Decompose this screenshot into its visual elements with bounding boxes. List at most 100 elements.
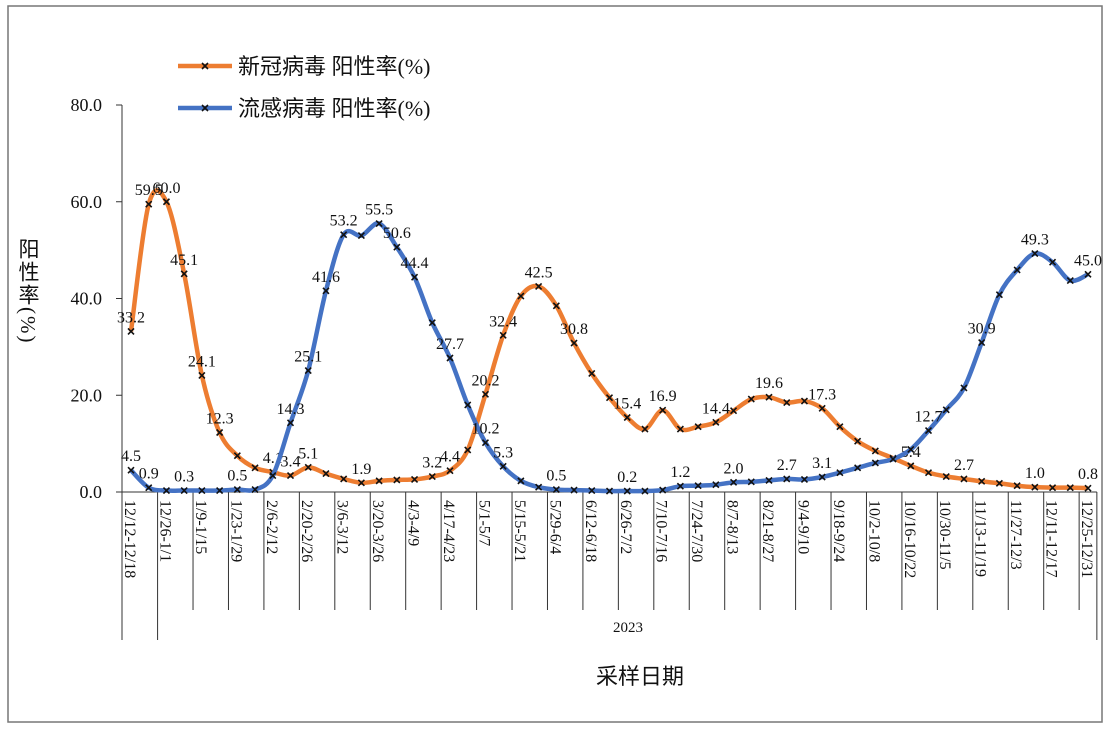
data-label: 3.4 (281, 454, 301, 471)
marker (1066, 277, 1074, 285)
x-tick-label: 5/15-5/21 (511, 500, 528, 562)
marker (233, 486, 241, 494)
data-label: 50.6 (383, 225, 411, 242)
data-label: 2.0 (724, 460, 744, 477)
marker (340, 231, 348, 239)
marker (428, 472, 436, 481)
marker (410, 273, 419, 281)
marker (251, 464, 259, 472)
marker (924, 469, 933, 477)
data-label: 5.1 (298, 445, 318, 462)
data-label: 4.5 (121, 448, 141, 465)
marker (836, 423, 844, 431)
marker (1048, 258, 1057, 266)
marker (889, 455, 897, 463)
data-label: 24.1 (188, 353, 216, 370)
data-label: 0.5 (227, 468, 247, 485)
x-tick-label: 6/26-7/2 (617, 500, 634, 554)
legend-marker (201, 104, 209, 112)
data-label: 17.3 (808, 386, 836, 403)
marker (570, 486, 578, 494)
marker (623, 487, 631, 495)
marker (836, 469, 844, 477)
marker (393, 243, 401, 251)
marker (623, 413, 631, 422)
data-label: 16.9 (649, 388, 677, 405)
marker (1013, 482, 1021, 490)
x-tick-label: 2/6-2/12 (263, 500, 280, 554)
data-label: 55.5 (365, 202, 393, 219)
y-axis-title: 阳性率(%) (16, 238, 40, 344)
data-label: 12.7 (915, 409, 943, 426)
marker (322, 287, 330, 295)
marker (694, 482, 702, 490)
x-tick-label: 10/2-10/8 (865, 500, 882, 562)
data-label: 32.4 (489, 313, 517, 330)
marker (1066, 484, 1074, 492)
marker (145, 484, 153, 492)
marker (995, 291, 1003, 299)
marker (960, 475, 968, 483)
marker (535, 483, 543, 491)
marker (729, 407, 738, 415)
marker (978, 477, 986, 485)
marker (818, 404, 826, 412)
marker (765, 393, 773, 401)
data-label: 60.0 (152, 180, 180, 197)
legend-label: 流感病毒 阳性率(%) (238, 96, 430, 121)
marker (446, 467, 454, 475)
x-tick-label: 1/9-1/15 (192, 500, 209, 554)
marker (729, 478, 738, 486)
data-label: 14.3 (277, 401, 305, 418)
data-label: 44.4 (401, 255, 429, 272)
marker (233, 452, 241, 460)
x-tick-label: 12/25-12/31 (1078, 500, 1095, 578)
x-tick-label: 3/20-3/26 (369, 500, 386, 562)
data-label: 45.0 (1074, 252, 1102, 269)
year-label: 2023 (613, 620, 643, 636)
marker (304, 463, 312, 471)
marker (446, 354, 454, 362)
marker (1031, 483, 1039, 491)
marker (162, 486, 171, 495)
y-tick-label: 20.0 (71, 385, 103, 405)
x-tick-label: 10/16-10/22 (901, 500, 918, 578)
data-label: 27.7 (436, 336, 464, 353)
marker (1048, 484, 1057, 492)
data-label: 2.7 (777, 457, 797, 474)
marker (481, 439, 490, 447)
data-label: 41.6 (312, 269, 340, 286)
marker (942, 472, 950, 481)
data-label: 19.6 (755, 375, 783, 392)
data-label: 1.9 (351, 461, 371, 478)
x-tick-label: 9/4-9/10 (794, 500, 811, 554)
marker (907, 462, 915, 470)
marker (605, 394, 614, 402)
marker (783, 475, 791, 483)
marker (924, 426, 933, 435)
y-tick-label: 80.0 (71, 95, 103, 115)
marker (127, 466, 135, 474)
marker (322, 470, 330, 478)
data-label: 0.5 (546, 468, 566, 485)
x-tick-label: 12/11-12/17 (1043, 500, 1060, 578)
marker (357, 232, 365, 240)
x-axis-title: 采样日期 (596, 664, 684, 689)
data-label: 53.2 (330, 213, 358, 230)
marker (800, 475, 809, 483)
marker (659, 486, 667, 494)
marker (641, 425, 649, 433)
marker (499, 331, 507, 339)
marker (304, 367, 312, 375)
marker (375, 219, 383, 228)
marker (659, 406, 667, 414)
marker (269, 471, 277, 480)
data-label: 5.4 (901, 444, 921, 461)
data-label: 0.3 (174, 469, 194, 486)
marker (588, 486, 596, 495)
x-tick-label: 9/18-9/24 (830, 500, 847, 562)
marker (854, 464, 862, 472)
data-label: 4.4 (440, 449, 460, 466)
